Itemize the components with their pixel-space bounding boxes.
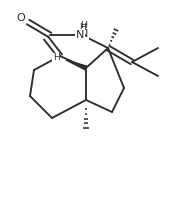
Text: H: H <box>80 22 86 31</box>
Text: H: H <box>53 53 59 62</box>
Text: N: N <box>76 30 84 40</box>
Text: O: O <box>17 13 25 23</box>
Text: H: H <box>80 21 88 29</box>
Text: N: N <box>80 29 88 39</box>
Polygon shape <box>66 60 87 70</box>
